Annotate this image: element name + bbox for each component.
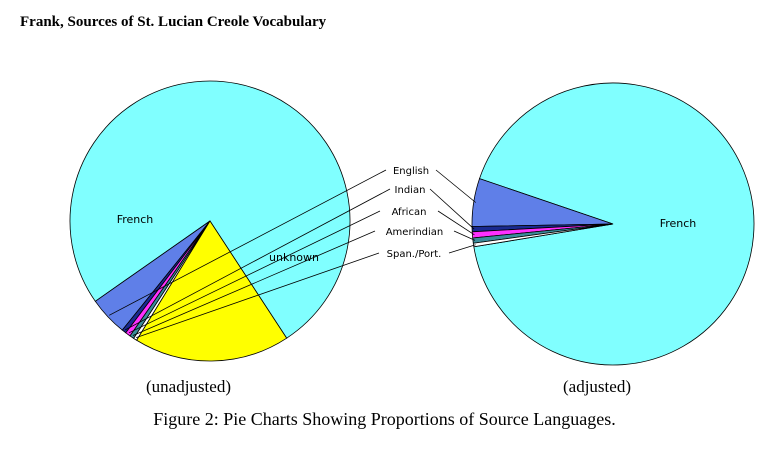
pie-slice-adjusted-french	[473, 82, 755, 366]
leader-line-right-amerindian	[453, 230, 476, 241]
page-header: Frank, Sources of St. Lucian Creole Voca…	[20, 14, 327, 30]
subtitle-unadjusted: (unadjusted)	[146, 377, 231, 396]
callout-label-english: English	[393, 166, 429, 177]
figure-caption: Figure 2: Pie Charts Showing Proportions…	[153, 409, 616, 429]
callout-label-amerindian: Amerindian	[386, 227, 444, 238]
pie-label-unadjusted-french: French	[117, 213, 154, 226]
leader-line-right-span-port	[448, 244, 476, 254]
leader-line-left-african	[128, 210, 381, 334]
leader-line-left-english	[109, 169, 387, 316]
pie-slice-unadjusted-french	[69, 80, 351, 339]
source-language-callouts: English Indian African Amerindian Span./Port…	[109, 166, 476, 338]
callout-label-indian: Indian	[395, 185, 426, 196]
leader-line-left-span-port	[136, 252, 380, 338]
leader-line-left-amerindian	[132, 230, 376, 336]
pie-chart-adjusted: French	[471, 82, 755, 366]
callout-label-african: African	[392, 207, 427, 218]
callout-label-span-port: Span./Port.	[387, 249, 442, 260]
subtitle-adjusted: (adjusted)	[563, 377, 631, 396]
pie-label-adjusted-french: French	[660, 217, 697, 230]
leader-line-right-english	[435, 169, 476, 203]
leader-line-right-indian	[429, 188, 475, 230]
pie-slice-unadjusted-unknown	[136, 220, 288, 362]
leader-line-right-african	[437, 210, 475, 236]
leader-line-left-indian	[125, 188, 391, 331]
